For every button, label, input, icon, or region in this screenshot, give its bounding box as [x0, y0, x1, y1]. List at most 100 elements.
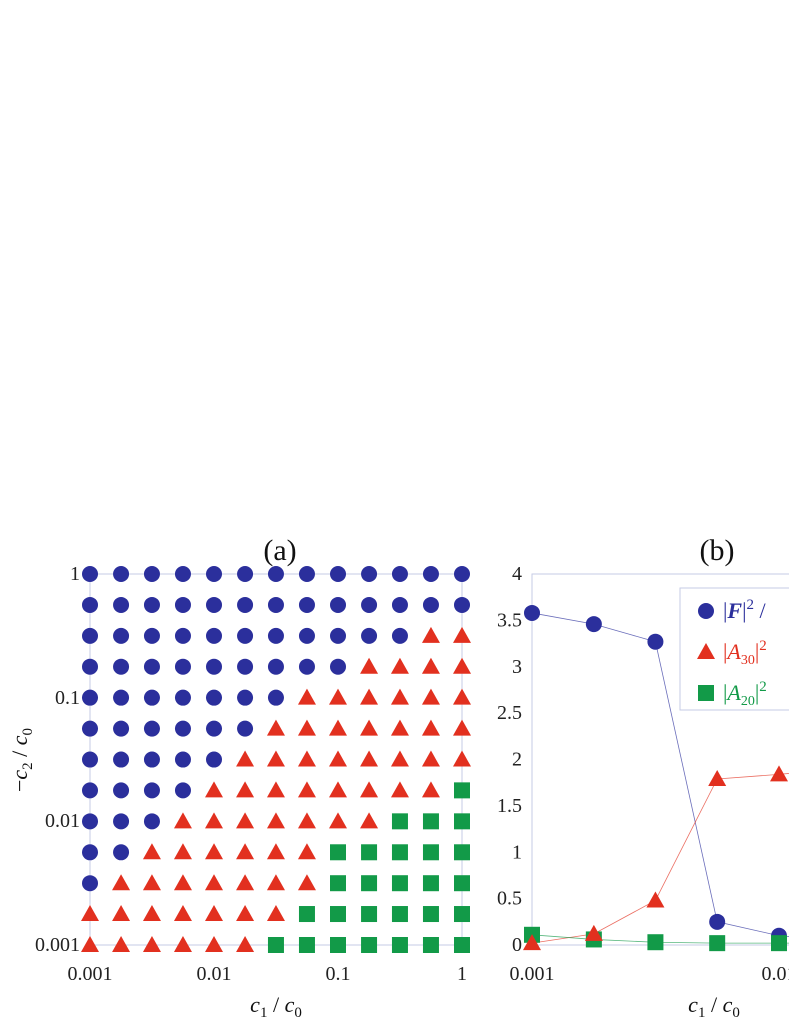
y-tick-label: 1 — [512, 841, 522, 863]
phase-point-triangle — [205, 843, 223, 860]
phase-point-triangle — [236, 781, 255, 798]
phase-point-circle — [298, 566, 315, 582]
phase-point-square — [298, 937, 315, 953]
phase-point-circle — [174, 596, 191, 613]
phase-point-circle — [361, 566, 378, 582]
phase-point-square — [422, 844, 439, 861]
phase-point-circle — [174, 751, 191, 768]
phase-point-triangle — [360, 781, 379, 798]
phase-point-circle — [206, 566, 222, 582]
phase-point-triangle — [142, 936, 161, 952]
y-tick-label: 2 — [512, 749, 522, 771]
series-1-point-triangle — [770, 765, 788, 782]
y-tick-label: 0.01 — [45, 810, 80, 832]
y-tick-label: 1.5 — [497, 795, 522, 817]
phase-point-square — [391, 844, 408, 861]
y-tick-label: 4 — [512, 563, 522, 585]
phase-point-circle — [267, 566, 284, 582]
series-0-point-circle — [709, 913, 726, 930]
panel-b-x-axis-label: c1 / c0 — [688, 992, 740, 1021]
phase-point-triangle — [297, 719, 316, 736]
phase-point-square — [422, 813, 439, 830]
series-2-point-square — [647, 934, 664, 951]
panel-a-markers — [81, 566, 471, 953]
series-line-1 — [531, 773, 789, 944]
phase-point-circle — [113, 813, 130, 830]
phase-point-triangle — [421, 626, 440, 643]
phase-point-triangle — [205, 812, 223, 829]
phase-point-square — [361, 906, 378, 923]
phase-point-square — [330, 844, 346, 861]
panel-b-y-ticks: 0 0.5 1 1.5 2 2.5 3 3.5 4 — [497, 563, 522, 956]
x-tick-label: 0.01 — [762, 963, 789, 985]
phase-point-triangle — [360, 812, 379, 829]
y-tick-label: 3.5 — [497, 609, 522, 631]
phase-point-triangle — [390, 657, 409, 674]
phase-point-square — [422, 875, 439, 892]
phase-point-square — [330, 875, 346, 892]
phase-point-circle — [143, 689, 160, 706]
phase-point-circle — [82, 720, 98, 737]
phase-point-circle — [298, 596, 315, 613]
phase-point-triangle — [421, 719, 440, 736]
phase-point-circle — [174, 566, 191, 582]
phase-point-triangle — [297, 688, 316, 705]
phase-point-square — [454, 937, 470, 953]
phase-point-triangle — [81, 905, 99, 922]
phase-point-triangle — [205, 781, 223, 798]
phase-point-circle — [113, 658, 130, 675]
phase-point-circle — [82, 658, 98, 675]
phase-point-circle — [391, 596, 408, 613]
phase-point-triangle — [266, 719, 285, 736]
phase-point-circle — [206, 720, 222, 737]
series-1-point-triangle — [708, 769, 727, 786]
phase-point-triangle — [421, 781, 440, 798]
phase-point-square — [391, 906, 408, 923]
panel-b-frame — [531, 573, 789, 946]
phase-point-square — [391, 875, 408, 892]
phase-point-circle — [143, 720, 160, 737]
phase-point-triangle — [390, 688, 409, 705]
phase-point-triangle — [390, 719, 409, 736]
phase-point-square — [330, 906, 346, 923]
phase-point-circle — [206, 751, 222, 768]
phase-point-triangle — [421, 657, 440, 674]
phase-point-triangle — [266, 905, 285, 922]
phase-point-triangle — [266, 812, 285, 829]
x-tick-label: 0.001 — [68, 963, 113, 985]
phase-point-circle — [206, 658, 222, 675]
panel-b-markers — [523, 604, 788, 952]
phase-point-square — [422, 937, 439, 953]
phase-point-circle — [82, 782, 98, 799]
phase-point-triangle — [453, 750, 471, 767]
phase-point-circle — [82, 566, 98, 582]
phase-point-circle — [298, 627, 315, 644]
phase-point-triangle — [205, 936, 223, 952]
panel-a-x-ticks: 0.001 0.01 0.1 1 — [68, 963, 468, 985]
phase-point-triangle — [329, 750, 347, 767]
phase-point-square — [361, 844, 378, 861]
phase-point-triangle — [173, 874, 192, 891]
phase-point-triangle — [390, 750, 409, 767]
phase-point-triangle — [142, 843, 161, 860]
legend-entry-2: |A20|2 — [723, 679, 767, 709]
phase-point-circle — [267, 658, 284, 675]
phase-point-triangle — [173, 905, 192, 922]
phase-point-circle — [330, 596, 346, 613]
y-tick-label: 3 — [512, 656, 522, 678]
phase-point-circle — [361, 596, 378, 613]
series-0-point-circle — [585, 616, 602, 633]
legend-marker-1-triangle — [697, 643, 715, 659]
phase-point-triangle — [205, 874, 223, 891]
phase-point-circle — [113, 689, 130, 706]
phase-point-square — [454, 782, 470, 799]
legend-entry-0: |F|2 / — [723, 597, 767, 623]
phase-point-circle — [143, 566, 160, 582]
phase-point-triangle — [266, 750, 285, 767]
y-tick-label: 2.5 — [497, 702, 522, 724]
phase-point-triangle — [173, 812, 192, 829]
phase-point-circle — [143, 658, 160, 675]
phase-point-triangle — [329, 781, 347, 798]
legend-entry-1: |A30|2 — [723, 638, 767, 668]
phase-point-circle — [174, 720, 191, 737]
